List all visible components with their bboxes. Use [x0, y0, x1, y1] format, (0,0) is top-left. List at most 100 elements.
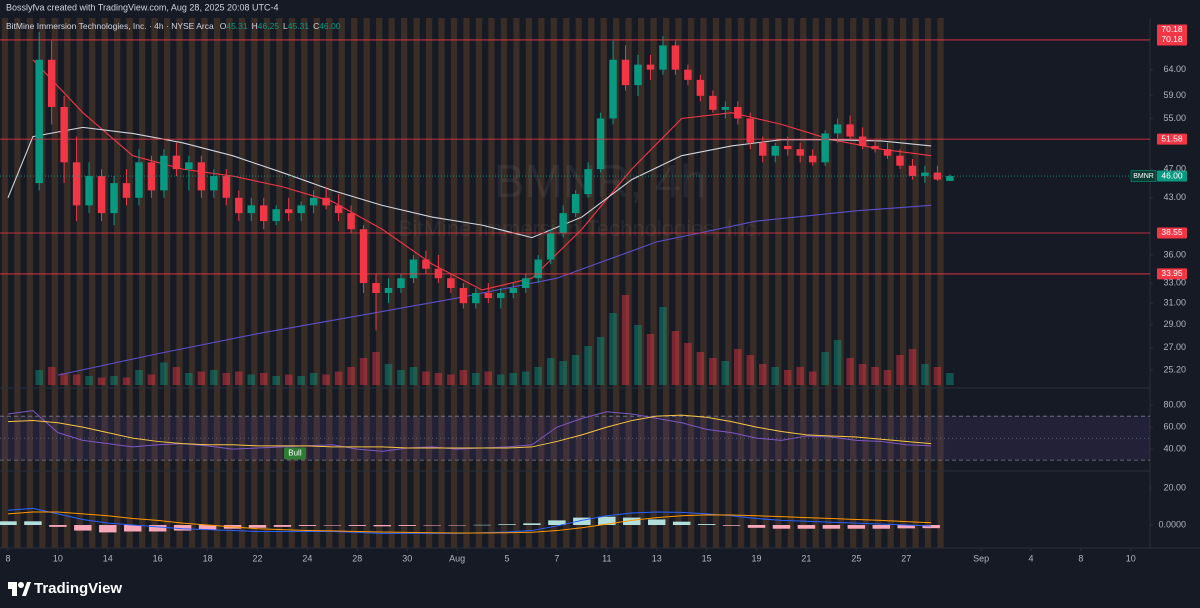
y-tick-label: 20.00 [1163, 482, 1186, 492]
candle-body [309, 197, 318, 206]
tradingview-logo: TradingView [8, 580, 122, 597]
histogram-bar [872, 525, 891, 529]
volume-bar [372, 352, 380, 385]
volume-bar [309, 373, 318, 385]
x-tick-label: 14 [103, 553, 113, 563]
volume-bar [47, 367, 56, 385]
candle-body [147, 162, 156, 191]
volume-bar [434, 373, 443, 385]
candle-body [160, 155, 168, 191]
candle-body [546, 233, 555, 260]
histogram-bar [124, 525, 142, 532]
y-tick-label: 60.00 [1163, 422, 1186, 432]
candle-body [434, 268, 443, 279]
volume-bar [559, 361, 567, 385]
volume-bar [160, 362, 168, 385]
x-tick-label: 5 [505, 553, 510, 563]
candle-body [284, 209, 293, 214]
level-label: 33.95 [1161, 268, 1183, 278]
y-tick-label: 64.00 [1163, 64, 1186, 74]
band-fill [0, 416, 1150, 461]
volume-bar [659, 307, 667, 385]
ohlc-key: C [313, 21, 319, 31]
candle-body [359, 229, 368, 284]
candle-body [447, 278, 455, 288]
level-label: 51.58 [1161, 133, 1183, 143]
candle-body [684, 69, 692, 80]
histogram-bar [0, 521, 17, 526]
moving-average [57, 204, 932, 376]
candle-body [596, 118, 605, 170]
candle-body [235, 197, 243, 214]
histogram-bar [398, 525, 416, 526]
volume-bar [621, 295, 630, 385]
volume-bar [472, 373, 480, 385]
y-tick-label: 31.00 [1163, 298, 1186, 308]
ohlc-key: H [252, 21, 258, 31]
candle-body [347, 213, 355, 230]
x-tick-label: 7 [554, 553, 559, 563]
candle-body [734, 106, 742, 119]
y-tick-label: 36.00 [1163, 249, 1186, 259]
histogram-bar [623, 517, 641, 526]
histogram-bar [298, 525, 317, 526]
histogram-bar [598, 516, 616, 526]
volume-bar [322, 374, 330, 385]
volume-bar [933, 367, 942, 385]
moving-average [32, 59, 932, 291]
last-price-label: 46.00 [1161, 170, 1183, 180]
candle-body [883, 149, 892, 156]
histogram-bar [348, 525, 367, 526]
histogram-bar [523, 523, 541, 526]
x-tick-label: 8 [1078, 553, 1083, 563]
volume-bar [883, 370, 892, 385]
candle-body [833, 124, 842, 134]
histogram-bar [473, 524, 491, 526]
volume-bar [534, 367, 542, 385]
histogram-bar [373, 525, 391, 527]
volume-bar [684, 343, 692, 385]
volume-bar [397, 370, 405, 385]
candle-body [397, 278, 405, 288]
x-tick-label: Aug [449, 553, 465, 563]
y-tick-label: 80.00 [1163, 400, 1186, 410]
last-price-symbol: BMNR [1133, 173, 1154, 180]
volume-bar [384, 364, 393, 385]
volume-bar [72, 374, 81, 385]
candle-body [821, 133, 829, 163]
volume-bar [896, 355, 904, 385]
histogram-bar [548, 520, 566, 526]
ohlc-value: 45.31 [226, 21, 248, 31]
volume-bar [334, 371, 343, 385]
volume-bar [210, 370, 218, 385]
candle-body [459, 287, 468, 304]
x-tick-label: 28 [352, 553, 362, 563]
x-tick-label: 27 [901, 553, 911, 563]
volume-bar [771, 367, 779, 385]
x-tick-label: Sep [973, 553, 989, 563]
candle-body [172, 155, 181, 170]
volume-bar [197, 371, 206, 385]
annotation-box [283, 447, 306, 460]
candle-body [933, 172, 942, 180]
session-shading [0, 18, 950, 548]
candle-body [808, 155, 817, 163]
volume-bar [497, 374, 505, 385]
histogram-bar [772, 525, 791, 529]
ohlc-value: 46.25 [258, 21, 280, 31]
y-tick-label: 43.00 [1163, 192, 1186, 202]
candle-body [846, 124, 854, 137]
candle-body [908, 165, 917, 177]
candle-body [559, 213, 567, 234]
volume-bar [222, 373, 231, 385]
volume-bar [147, 374, 156, 385]
candle-body [85, 176, 93, 206]
indicator-line [7, 414, 932, 449]
volume-bar [746, 355, 755, 385]
x-tick-label: 18 [203, 553, 213, 563]
x-tick-label: 16 [153, 553, 163, 563]
candle-body [621, 59, 630, 86]
volume-bar [908, 349, 917, 385]
x-tick-label: 24 [302, 553, 312, 563]
volume-bar [946, 373, 954, 385]
